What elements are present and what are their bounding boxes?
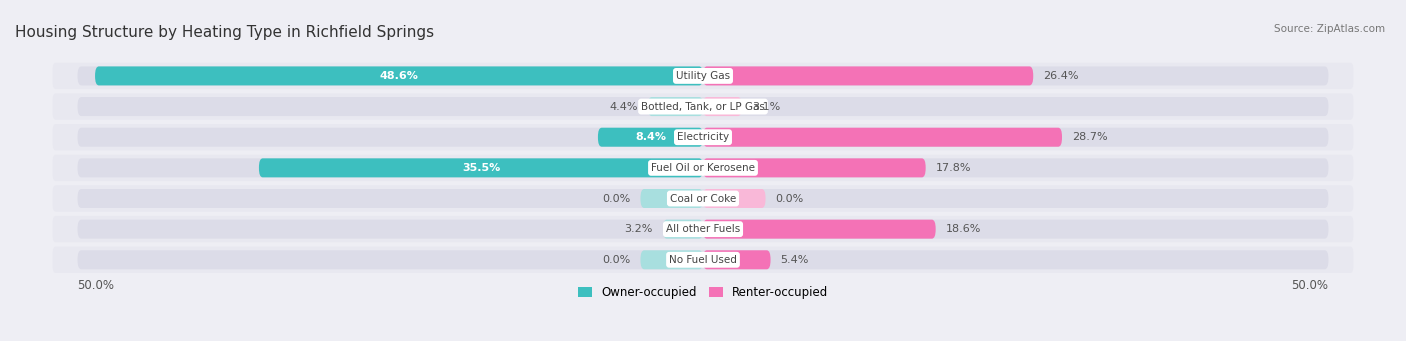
FancyBboxPatch shape: [664, 220, 703, 239]
FancyBboxPatch shape: [703, 128, 1062, 147]
Text: 48.6%: 48.6%: [380, 71, 419, 81]
FancyBboxPatch shape: [703, 97, 742, 116]
Text: 0.0%: 0.0%: [602, 255, 630, 265]
Text: 5.4%: 5.4%: [780, 255, 808, 265]
FancyBboxPatch shape: [641, 250, 703, 269]
FancyBboxPatch shape: [703, 220, 935, 239]
Text: Electricity: Electricity: [676, 132, 730, 142]
FancyBboxPatch shape: [52, 63, 1354, 89]
FancyBboxPatch shape: [598, 128, 703, 147]
FancyBboxPatch shape: [77, 66, 1329, 86]
Text: 17.8%: 17.8%: [935, 163, 972, 173]
FancyBboxPatch shape: [77, 97, 1329, 116]
Text: Bottled, Tank, or LP Gas: Bottled, Tank, or LP Gas: [641, 102, 765, 112]
FancyBboxPatch shape: [52, 216, 1354, 242]
Text: 3.1%: 3.1%: [752, 102, 780, 112]
FancyBboxPatch shape: [77, 250, 1329, 269]
FancyBboxPatch shape: [703, 250, 770, 269]
FancyBboxPatch shape: [703, 158, 925, 177]
Text: Housing Structure by Heating Type in Richfield Springs: Housing Structure by Heating Type in Ric…: [15, 25, 434, 40]
Text: Utility Gas: Utility Gas: [676, 71, 730, 81]
Text: 26.4%: 26.4%: [1043, 71, 1078, 81]
FancyBboxPatch shape: [52, 124, 1354, 150]
FancyBboxPatch shape: [52, 93, 1354, 120]
Text: 50.0%: 50.0%: [1292, 279, 1329, 292]
FancyBboxPatch shape: [703, 189, 765, 208]
Text: 8.4%: 8.4%: [636, 132, 666, 142]
Text: Source: ZipAtlas.com: Source: ZipAtlas.com: [1274, 24, 1385, 34]
Text: 28.7%: 28.7%: [1071, 132, 1108, 142]
FancyBboxPatch shape: [77, 189, 1329, 208]
FancyBboxPatch shape: [641, 189, 703, 208]
Legend: Owner-occupied, Renter-occupied: Owner-occupied, Renter-occupied: [572, 281, 834, 304]
Text: 0.0%: 0.0%: [776, 193, 804, 204]
Text: 18.6%: 18.6%: [946, 224, 981, 234]
Text: 4.4%: 4.4%: [609, 102, 638, 112]
FancyBboxPatch shape: [648, 97, 703, 116]
Text: Coal or Coke: Coal or Coke: [669, 193, 737, 204]
Text: 35.5%: 35.5%: [461, 163, 501, 173]
FancyBboxPatch shape: [77, 158, 1329, 177]
FancyBboxPatch shape: [52, 155, 1354, 181]
Text: 50.0%: 50.0%: [77, 279, 114, 292]
FancyBboxPatch shape: [52, 247, 1354, 273]
FancyBboxPatch shape: [77, 128, 1329, 147]
FancyBboxPatch shape: [703, 66, 1033, 86]
Text: All other Fuels: All other Fuels: [666, 224, 740, 234]
Text: 3.2%: 3.2%: [624, 224, 652, 234]
Text: No Fuel Used: No Fuel Used: [669, 255, 737, 265]
FancyBboxPatch shape: [96, 66, 703, 86]
FancyBboxPatch shape: [77, 220, 1329, 239]
FancyBboxPatch shape: [52, 185, 1354, 212]
Text: Fuel Oil or Kerosene: Fuel Oil or Kerosene: [651, 163, 755, 173]
FancyBboxPatch shape: [259, 158, 703, 177]
Text: 0.0%: 0.0%: [602, 193, 630, 204]
